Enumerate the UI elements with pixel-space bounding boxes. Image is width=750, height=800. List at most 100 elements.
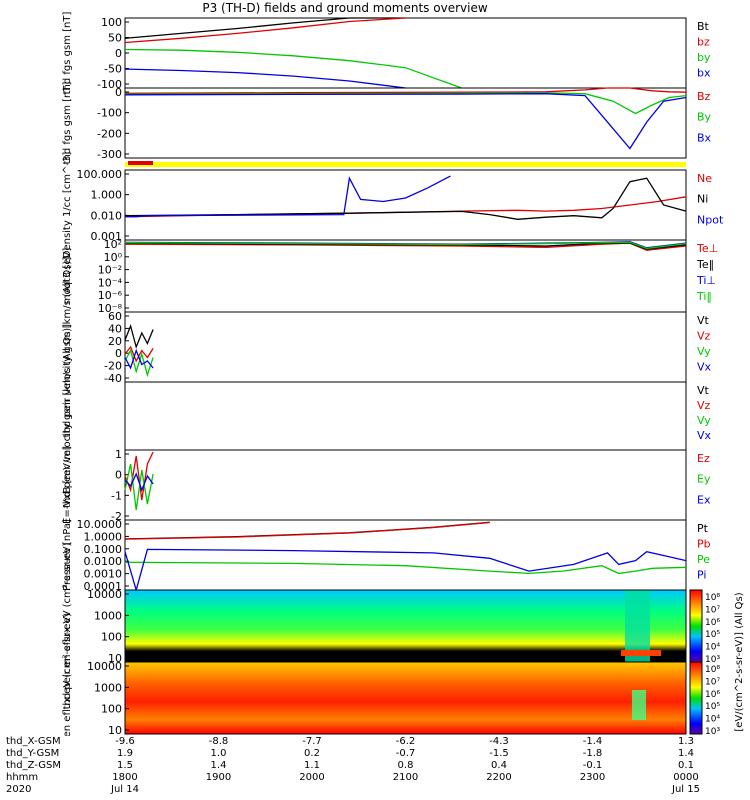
series-Ni <box>124 177 687 220</box>
y-tick-label: 10² <box>104 238 122 251</box>
legend-entry: Vx <box>697 429 712 442</box>
legend-entry: Pb <box>697 538 711 551</box>
y-tick-label: 0.1000 <box>84 543 123 556</box>
series-Ex <box>124 472 154 492</box>
y-tick-label: 0.010 <box>91 209 123 222</box>
axes-frame <box>124 311 687 383</box>
footer-row-label: thd_Z-GSM <box>6 760 61 771</box>
y-tick-label: 0.0001 <box>84 580 123 593</box>
footer-value: -1.4 <box>582 736 603 747</box>
footer-value: 2300 <box>579 772 606 783</box>
series-Ti‖ <box>124 241 687 250</box>
y-tick-label: 1000 <box>94 609 122 622</box>
y-axis-label: Density 1/cc [cm^-3] <box>62 152 73 259</box>
colorbar-tick-label: 10⁷ <box>705 677 720 687</box>
y-tick-label: -20 <box>104 360 122 373</box>
footer-value: 2200 <box>486 772 512 783</box>
legend-entry: Ex <box>697 493 711 506</box>
footer-value: 1.0 <box>210 748 227 759</box>
legend-entry: Ti‖ <box>696 290 712 303</box>
panel-peer_en: 10000 1000 100 10 thd peer en eflux eV (cm²-… <box>62 613 687 736</box>
footer-value: -1.8 <box>582 748 603 759</box>
colorbar-tick-label: 10⁵ <box>705 630 720 640</box>
footer-value: 1.9 <box>117 748 133 759</box>
series-Te⊥ <box>124 242 687 251</box>
y-tick-label: 0 <box>115 347 122 360</box>
footer-value: -0.7 <box>395 748 416 759</box>
ephemeris-footer: thd_X-GSM -9.6 -8.8 -7.7 -6.2 -4.3 -1.4 1.3 thd_… <box>0 736 750 800</box>
footer-value: -1.5 <box>489 748 509 759</box>
series-bz <box>124 17 406 44</box>
y-tick-label: 0.001 <box>91 230 123 243</box>
y-tick-label: 10⁻⁶ <box>98 289 123 302</box>
panel-peer_vel: thd peer velocity gsm [km/s (All Qs)] Vt V… <box>62 324 712 508</box>
series-Ne <box>124 196 687 218</box>
colorbar-tick-label: 10⁶ <box>705 618 720 628</box>
series-Pe <box>124 561 687 575</box>
footer-value: 1.3 <box>678 736 694 747</box>
legend-entry: Vy <box>697 345 711 358</box>
colorbar-tick-label: 10⁷ <box>705 605 720 615</box>
footer-value: 0.2 <box>304 748 320 759</box>
series-By <box>124 92 687 115</box>
y-tick-label: 0 <box>115 47 122 60</box>
footer-value: 1.5 <box>117 760 133 771</box>
y-tick-label: 1.000 <box>91 189 123 202</box>
spectrogram-feature <box>632 690 646 720</box>
y-tick-label: 10⁰ <box>104 251 123 264</box>
legend-entry: Vt <box>697 384 710 397</box>
y-tick-label: 0.0010 <box>84 568 123 581</box>
footer-value: -7.7 <box>302 736 322 747</box>
y-tick-label: 10 <box>108 724 122 736</box>
y-axis-label: thd peer en eflux eV (cm²-s-sr-eV) <box>62 613 73 736</box>
colorbar-tick-label: 10³ <box>705 727 720 736</box>
legend-entry: Te⊥ <box>696 242 718 255</box>
footer-row: thd_Y-GSM <box>6 748 59 759</box>
footer-value: 1900 <box>205 772 232 783</box>
footer-value: 2000 <box>299 772 325 783</box>
spectrogram-feature <box>621 650 661 656</box>
series-Pt <box>124 521 490 540</box>
legend-entry: Ey <box>697 473 711 486</box>
footer-value: Jul 14 <box>111 784 139 795</box>
y-tick-label: 1 <box>115 448 122 461</box>
footer-row-label: thd_Y-GSM <box>6 748 60 759</box>
footer-row: thd_X-GSM <box>6 736 61 747</box>
axes-frame <box>124 381 687 451</box>
colorbar-tick-label: 10⁴ <box>705 643 720 653</box>
axes-frame <box>124 169 687 241</box>
y-axis-label: Pressure [nPa] <box>62 519 73 591</box>
footer-row-label: hhmm <box>6 772 39 783</box>
y-axis-label: E=-VxB [mV/m] <box>62 446 73 524</box>
y-tick-label: 100 <box>101 703 122 716</box>
y-tick-label: -1 <box>111 489 122 502</box>
series-Vt <box>124 323 154 350</box>
y-tick-label: 10⁻² <box>98 264 122 277</box>
y-axis-label: thd peer velocity gsm [km/s (All Qs)] <box>62 324 73 508</box>
y-tick-label: 40 <box>108 322 122 335</box>
y-tick-label: 20 <box>108 335 122 348</box>
colorbar-tick-label: 10⁵ <box>705 702 720 712</box>
footer-value: -6.2 <box>395 736 416 747</box>
footer-value: 1.4 <box>678 748 694 759</box>
colorbar-label: [eV/(cm^2-s-sr-eV)] (All Qs) <box>734 592 745 731</box>
axes-frame <box>124 449 687 521</box>
legend-entry: Vt <box>697 314 710 327</box>
series-Ez <box>124 451 154 501</box>
y-tick-label: 0.0100 <box>84 555 123 568</box>
series-Vx <box>124 348 154 370</box>
axes-frame <box>124 239 687 313</box>
footer-row: hhmm <box>6 772 38 783</box>
y-tick-label: 100 <box>101 631 122 644</box>
y-tick-label: 10.0000 <box>77 518 123 531</box>
footer-value: -8.8 <box>208 736 229 747</box>
legend-entry: By <box>697 111 712 124</box>
footer-value: 1.4 <box>210 760 227 771</box>
legend-entry: by <box>697 51 711 64</box>
panel-fgs: 100 50 0 -50 -100 thd fgs gsm [nT] Bt bz by bx <box>62 12 711 95</box>
y-tick-label: 100.000 <box>77 168 123 181</box>
y-tick-label: -100 <box>97 107 122 120</box>
legend-entry: bz <box>697 36 710 49</box>
colorbar <box>689 589 703 663</box>
series-Vy <box>124 348 154 378</box>
